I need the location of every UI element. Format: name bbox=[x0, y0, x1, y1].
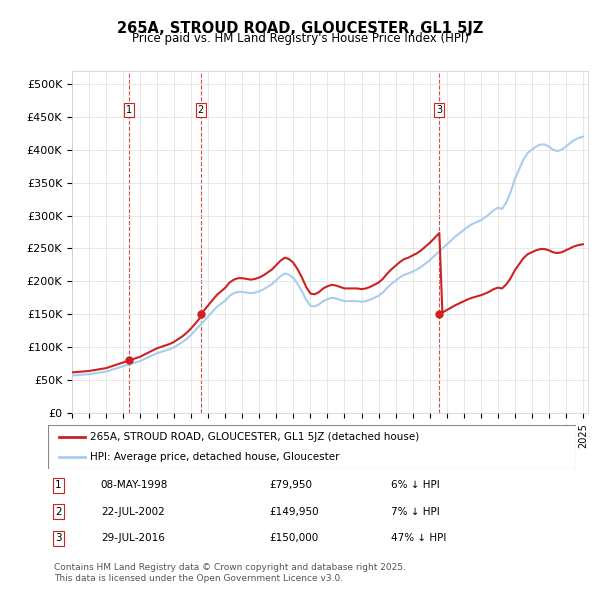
Text: 265A, STROUD ROAD, GLOUCESTER, GL1 5JZ: 265A, STROUD ROAD, GLOUCESTER, GL1 5JZ bbox=[117, 21, 483, 35]
Text: 1: 1 bbox=[126, 105, 132, 115]
Text: 7% ↓ HPI: 7% ↓ HPI bbox=[391, 507, 440, 517]
Text: 3: 3 bbox=[436, 105, 442, 115]
Text: 2: 2 bbox=[197, 105, 204, 115]
Text: 265A, STROUD ROAD, GLOUCESTER, GL1 5JZ (detached house): 265A, STROUD ROAD, GLOUCESTER, GL1 5JZ (… bbox=[90, 432, 419, 442]
Text: £149,950: £149,950 bbox=[270, 507, 319, 517]
Text: 08-MAY-1998: 08-MAY-1998 bbox=[101, 480, 168, 490]
Text: 2: 2 bbox=[55, 507, 62, 517]
Text: Contains HM Land Registry data © Crown copyright and database right 2025.
This d: Contains HM Land Registry data © Crown c… bbox=[54, 563, 406, 583]
FancyBboxPatch shape bbox=[48, 425, 576, 469]
Text: Price paid vs. HM Land Registry's House Price Index (HPI): Price paid vs. HM Land Registry's House … bbox=[131, 32, 469, 45]
Text: 1: 1 bbox=[55, 480, 62, 490]
Text: 47% ↓ HPI: 47% ↓ HPI bbox=[391, 533, 446, 543]
Text: £79,950: £79,950 bbox=[270, 480, 313, 490]
Text: 22-JUL-2002: 22-JUL-2002 bbox=[101, 507, 164, 517]
Text: 29-JUL-2016: 29-JUL-2016 bbox=[101, 533, 164, 543]
Text: HPI: Average price, detached house, Gloucester: HPI: Average price, detached house, Glou… bbox=[90, 452, 340, 461]
Text: 3: 3 bbox=[55, 533, 62, 543]
Text: 6% ↓ HPI: 6% ↓ HPI bbox=[391, 480, 440, 490]
Text: £150,000: £150,000 bbox=[270, 533, 319, 543]
